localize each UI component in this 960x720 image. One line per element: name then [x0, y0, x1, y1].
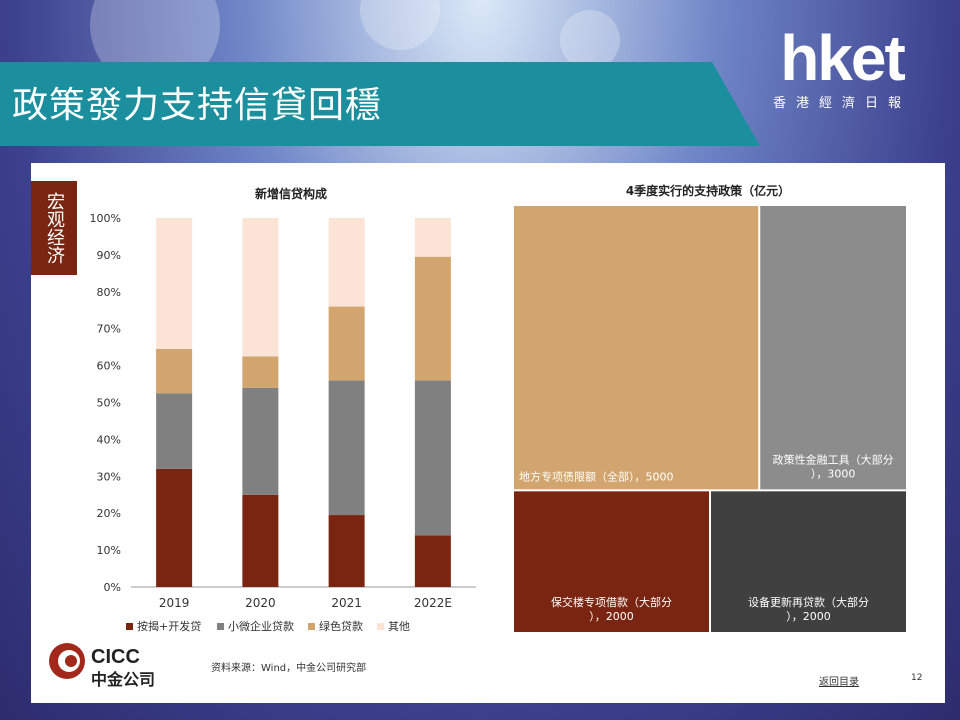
treemap-label: 保交楼专项借款（大部分），2000	[551, 595, 672, 623]
y-tick-label: 90%	[97, 249, 121, 262]
slide-panel: 宏观经济 新增信贷构成 0% 10% 20% 30% 40% 50% 60% 70% 80% 90…	[31, 163, 945, 703]
legend-label: 按揭+开发贷	[137, 619, 201, 633]
back-to-contents-link[interactable]: 返回目录	[819, 677, 859, 688]
section-tag: 宏观经济	[31, 181, 77, 275]
legend-swatch	[308, 623, 315, 630]
brand-en: CICC	[91, 646, 140, 668]
bar-segment	[328, 515, 365, 587]
x-tick-label: 2022E	[414, 596, 452, 610]
legend-label: 小微企业贷款	[228, 619, 294, 633]
background-bubble	[360, 0, 440, 50]
bar-segment	[328, 380, 365, 516]
legend-swatch	[377, 623, 384, 630]
treemap-title: 4季度实行的支持政策（亿元）	[626, 183, 790, 198]
bar-chart-title: 新增信贷构成	[255, 186, 327, 201]
bar-segment	[414, 380, 451, 536]
legend-label: 绿色贷款	[319, 619, 363, 633]
hket-logo: hket 香港經濟日報	[762, 26, 922, 111]
background-bubble	[560, 10, 620, 70]
page-number: 12	[911, 673, 923, 683]
treemap-label: 设备更新再贷款（大部分），2000	[748, 595, 869, 623]
treemap-label: 政策性金融工具（大部分），3000	[773, 452, 894, 480]
treemap-cell	[711, 491, 906, 632]
bar-segment	[414, 218, 451, 257]
y-tick-label: 50%	[97, 397, 121, 410]
y-tick-label: 30%	[97, 470, 121, 483]
x-tick-label: 2020	[245, 596, 276, 610]
y-tick-label: 80%	[97, 286, 121, 299]
bar-segment	[414, 535, 451, 587]
bar-segment	[156, 218, 193, 349]
bar-segment	[414, 256, 451, 381]
logo-main: hket	[780, 22, 906, 94]
stacked-bar-chart: 新增信贷构成 0% 10% 20% 30% 40% 50% 60% 70% 80% 90% 100%…	[90, 183, 906, 633]
bar-segment	[328, 218, 365, 307]
y-tick-label: 10%	[97, 544, 121, 557]
cicc-logo-icon	[49, 643, 85, 679]
bar-segment	[156, 468, 193, 587]
legend-swatch	[217, 623, 224, 630]
bar-segment	[156, 393, 193, 469]
y-tick-label: 0%	[104, 581, 121, 594]
y-tick-label: 70%	[97, 323, 121, 336]
source-note: 资料来源：Wind，中金公司研究部	[211, 663, 367, 674]
logo-sub: 香港經濟日報	[772, 96, 911, 111]
treemap-cell	[514, 491, 709, 632]
y-tick-label: 40%	[97, 433, 121, 446]
bar-segment	[242, 387, 279, 495]
bar-segment	[242, 356, 279, 388]
x-tick-label: 2019	[159, 596, 190, 610]
legend-label: 其他	[388, 620, 410, 633]
bar-segment	[156, 348, 193, 394]
bar-segment	[242, 218, 279, 357]
title-banner	[0, 62, 760, 146]
brand-cn: 中金公司	[91, 670, 156, 689]
bar-segment	[328, 306, 365, 381]
treemap-cell	[760, 206, 906, 490]
page-title: 政策發力支持信貸回穩	[12, 85, 383, 126]
bar-segment	[242, 494, 279, 587]
y-tick-label: 100%	[90, 212, 121, 225]
treemap-cell	[514, 206, 759, 490]
y-tick-label: 20%	[97, 507, 121, 520]
x-tick-label: 2021	[331, 596, 362, 610]
y-tick-label: 60%	[97, 360, 121, 373]
treemap-label: 地方专项债限额（全部），5000	[519, 469, 674, 483]
legend-swatch	[126, 623, 133, 630]
